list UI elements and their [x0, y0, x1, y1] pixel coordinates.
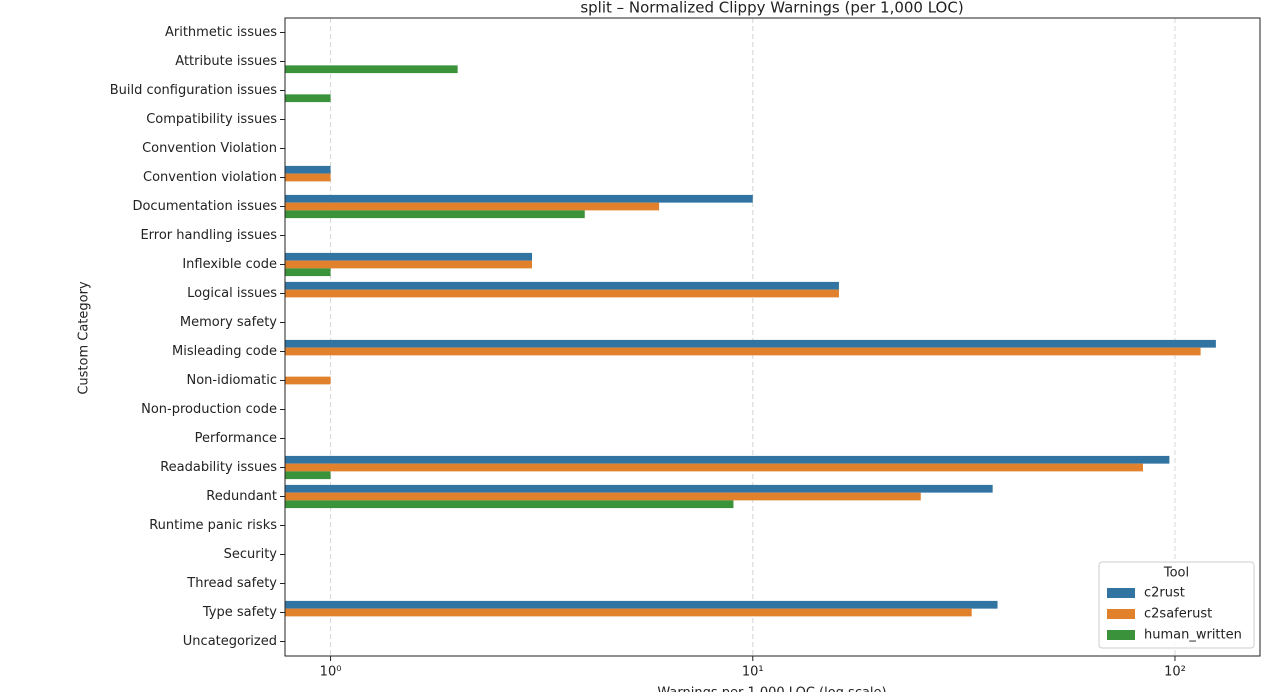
- x-tick-label: 10¹: [742, 665, 764, 680]
- y-tick-label: Misleading code: [172, 344, 277, 359]
- y-tick-label: Runtime panic risks: [149, 518, 277, 533]
- bar: [285, 202, 660, 211]
- y-tick-label: Build configuration issues: [110, 83, 278, 98]
- y-tick-label: Arithmetic issues: [165, 25, 277, 40]
- y-tick-label: Documentation issues: [132, 199, 277, 214]
- bar: [285, 471, 331, 480]
- y-tick-label: Redundant: [206, 489, 277, 504]
- bar: [285, 252, 533, 261]
- y-tick-label: Convention violation: [143, 170, 277, 185]
- y-tick-label: Non-production code: [141, 402, 277, 417]
- bar: [285, 608, 972, 617]
- bar: [285, 165, 331, 174]
- bar: [285, 455, 1170, 464]
- bar: [285, 260, 533, 269]
- legend-swatch: [1107, 588, 1135, 598]
- y-tick-label: Non-idiomatic: [186, 373, 277, 388]
- legend-title: Tool: [1163, 566, 1189, 581]
- y-axis-label: Custom Category: [77, 281, 92, 395]
- y-tick-label: Attribute issues: [175, 54, 277, 69]
- plot-frame: [284, 17, 1261, 657]
- bar: [285, 173, 331, 182]
- bar: [285, 347, 1201, 356]
- x-axis-label: Warnings per 1,000 LOC (log scale): [657, 686, 886, 692]
- bar: [285, 210, 585, 219]
- bar: [285, 463, 1143, 472]
- x-tick-label: 10²: [1164, 665, 1186, 680]
- y-tick-label: Memory safety: [180, 315, 277, 330]
- bar: [285, 492, 921, 501]
- y-tick-label: Performance: [195, 431, 277, 446]
- y-tick-label: Error handling issues: [140, 228, 277, 243]
- bar: [285, 94, 331, 103]
- legend-label: c2saferust: [1144, 607, 1212, 622]
- bar: [285, 65, 458, 74]
- y-tick-label: Inflexible code: [182, 257, 277, 272]
- legend-label: human_written: [1144, 628, 1242, 643]
- bar: [285, 339, 1216, 348]
- y-tick-label: Readability issues: [160, 460, 277, 475]
- bar: [285, 484, 993, 493]
- y-tick-label: Convention Violation: [142, 141, 277, 156]
- bar: [285, 289, 839, 298]
- bar: [285, 600, 998, 609]
- y-tick-label: Security: [224, 547, 278, 562]
- bar: [285, 281, 839, 290]
- x-tick-label: 10⁰: [320, 665, 342, 680]
- y-tick-label: Uncategorized: [183, 634, 277, 649]
- y-tick-label: Compatibility issues: [146, 112, 277, 127]
- legend-label: c2rust: [1144, 586, 1185, 601]
- y-tick-label: Logical issues: [187, 286, 277, 301]
- legend-swatch: [1107, 630, 1135, 640]
- legend-box: [1098, 561, 1255, 649]
- bar: [285, 376, 331, 385]
- y-tick-label: Type safety: [202, 605, 277, 620]
- y-tick-label: Thread safety: [186, 576, 277, 591]
- bar: [285, 194, 753, 203]
- bar: [285, 500, 734, 509]
- bar: [285, 268, 331, 277]
- chart-title: split – Normalized Clippy Warnings (per …: [580, 0, 963, 17]
- legend-swatch: [1107, 609, 1135, 619]
